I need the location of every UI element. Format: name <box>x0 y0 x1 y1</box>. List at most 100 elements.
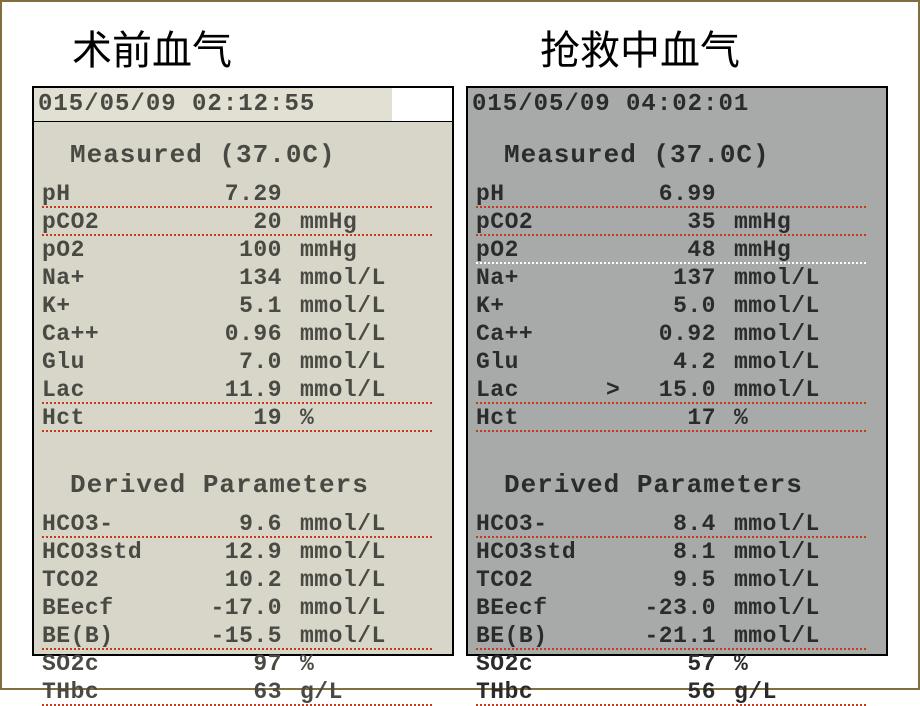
row-label: Na+ <box>42 264 172 292</box>
data-row: Lac>15.0mmol/L <box>468 376 886 404</box>
row-unit: mmol/L <box>300 538 444 566</box>
row-label: Glu <box>42 348 172 376</box>
row-label: pH <box>42 180 172 208</box>
row-unit: mmol/L <box>734 376 878 404</box>
row-value: 19 <box>190 404 300 432</box>
row-label: Lac <box>42 376 172 404</box>
row-label: BE(B) <box>42 622 172 650</box>
row-unit: mmHg <box>734 236 878 264</box>
data-row: SO2c97% <box>34 650 452 678</box>
row-label: SO2c <box>476 650 606 678</box>
data-row: Na+137mmol/L <box>468 264 886 292</box>
row-prefix <box>172 510 190 538</box>
data-row: Hct17% <box>468 404 886 432</box>
row-label: pCO2 <box>42 208 172 236</box>
row-label: Ca++ <box>42 320 172 348</box>
row-value: 9.5 <box>624 566 734 594</box>
panels: 015/05/09 02:12:55 Measured (37.0C) pH7.… <box>2 86 918 656</box>
row-prefix <box>606 180 624 208</box>
data-row: Glu4.2mmol/L <box>468 348 886 376</box>
data-row: K+5.0mmol/L <box>468 292 886 320</box>
row-prefix <box>606 348 624 376</box>
data-row: HCO3std12.9mmol/L <box>34 538 452 566</box>
derived-rows-right: HCO3-8.4mmol/LHCO3std8.1mmol/LTCO29.5mmo… <box>468 508 886 706</box>
row-prefix <box>172 566 190 594</box>
title-right: 抢救中血气 <box>460 18 918 76</box>
row-value: -21.1 <box>624 622 734 650</box>
row-unit: mmol/L <box>300 264 444 292</box>
row-label: pO2 <box>476 236 606 264</box>
row-label: K+ <box>476 292 606 320</box>
row-value: 57 <box>624 650 734 678</box>
data-row: TCO2 9.5mmol/L <box>468 566 886 594</box>
data-row: BEecf -17.0mmol/L <box>34 594 452 622</box>
row-label: K+ <box>42 292 172 320</box>
row-label: SO2c <box>42 650 172 678</box>
row-unit <box>734 180 878 208</box>
row-value: 15.0 <box>624 376 734 404</box>
row-prefix <box>172 208 190 236</box>
row-label: THbc <box>476 678 606 706</box>
row-prefix <box>606 650 624 678</box>
row-value: 56 <box>624 678 734 706</box>
row-prefix <box>606 404 624 432</box>
row-value: 7.0 <box>190 348 300 376</box>
row-label: Hct <box>42 404 172 432</box>
row-label: HCO3std <box>42 538 172 566</box>
row-value: -17.0 <box>190 594 300 622</box>
row-value: 6.99 <box>624 180 734 208</box>
row-unit: mmol/L <box>734 566 878 594</box>
panel-preop: 015/05/09 02:12:55 Measured (37.0C) pH7.… <box>32 86 454 656</box>
row-label: pO2 <box>42 236 172 264</box>
row-unit: mmol/L <box>300 320 444 348</box>
data-row: Lac11.9mmol/L <box>34 376 452 404</box>
row-value: 20 <box>190 208 300 236</box>
row-label: Glu <box>476 348 606 376</box>
row-label: Na+ <box>476 264 606 292</box>
row-label: Lac <box>476 376 606 404</box>
row-label: BEecf <box>42 594 172 622</box>
row-unit: mmol/L <box>300 566 444 594</box>
data-row: Ca++0.96mmol/L <box>34 320 452 348</box>
row-value: 35 <box>624 208 734 236</box>
row-prefix <box>606 678 624 706</box>
row-unit: % <box>300 404 444 432</box>
row-value: -23.0 <box>624 594 734 622</box>
row-unit: mmol/L <box>300 376 444 404</box>
row-value: 10.2 <box>190 566 300 594</box>
row-label: HCO3- <box>476 510 606 538</box>
row-label: BE(B) <box>476 622 606 650</box>
row-prefix <box>172 594 190 622</box>
row-unit: mmHg <box>300 208 444 236</box>
row-label: Ca++ <box>476 320 606 348</box>
row-prefix <box>172 622 190 650</box>
row-prefix <box>606 538 624 566</box>
row-unit: mmol/L <box>300 594 444 622</box>
row-unit <box>300 180 444 208</box>
data-row: K+5.1mmol/L <box>34 292 452 320</box>
row-label: TCO2 <box>476 566 606 594</box>
row-prefix <box>606 320 624 348</box>
row-prefix <box>172 320 190 348</box>
derived-title: Derived Parameters <box>468 452 886 508</box>
row-prefix: > <box>606 376 624 404</box>
row-unit: mmol/L <box>300 348 444 376</box>
data-row: BE(B)-15.5mmol/L <box>34 622 452 650</box>
row-unit: % <box>734 650 878 678</box>
data-row: THbc63g/L <box>34 678 452 706</box>
row-prefix <box>172 236 190 264</box>
data-row: BE(B)-21.1mmol/L <box>468 622 886 650</box>
row-unit: mmol/L <box>734 320 878 348</box>
row-prefix <box>172 348 190 376</box>
row-value: 97 <box>190 650 300 678</box>
row-unit: mmol/L <box>734 264 878 292</box>
data-row: SO2c 57% <box>468 650 886 678</box>
data-row: pO248mmHg <box>468 236 886 264</box>
data-row: Glu 7.0mmol/L <box>34 348 452 376</box>
data-row: THbc56g/L <box>468 678 886 706</box>
row-unit: mmol/L <box>300 622 444 650</box>
row-prefix <box>172 264 190 292</box>
measured-title: Measured (37.0C) <box>468 122 886 178</box>
derived-title: Derived Parameters <box>34 452 452 508</box>
timestamp: 015/05/09 04:02:01 <box>468 88 886 122</box>
